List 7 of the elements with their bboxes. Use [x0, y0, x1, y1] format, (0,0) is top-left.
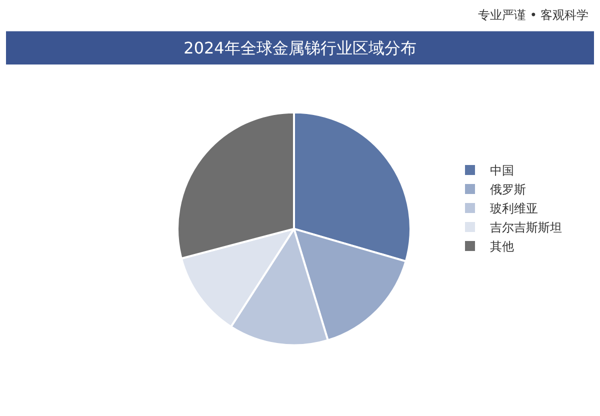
legend-label: 俄罗斯	[490, 182, 526, 197]
chart-title: 2024年全球金属锑行业区域分布	[184, 38, 416, 58]
text: 专业严谨 • 客观科学	[478, 8, 589, 22]
legend-label: 其他	[490, 240, 514, 254]
legend-label: 中国	[490, 164, 514, 178]
legend-label: 吉尔吉斯斯坦	[490, 220, 562, 235]
legend-label: 玻利维亚	[490, 202, 538, 216]
